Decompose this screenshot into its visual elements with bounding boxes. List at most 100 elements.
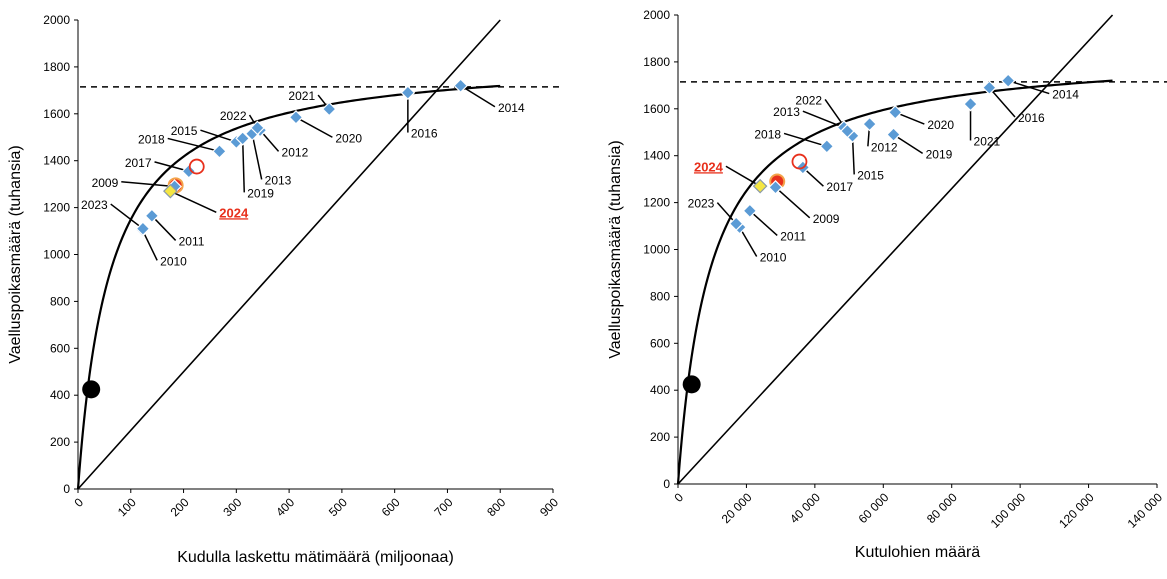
y-tick-label: 2000 bbox=[43, 13, 70, 27]
y-tick-label: 1400 bbox=[43, 154, 70, 168]
x-tick-label: 300 bbox=[220, 495, 244, 519]
point-label: 2011 bbox=[179, 234, 205, 248]
black-point-marker bbox=[82, 380, 101, 399]
y-tick-label: 800 bbox=[650, 289, 670, 303]
point-label: 2012 bbox=[282, 145, 309, 159]
point-label: 2013 bbox=[265, 173, 292, 187]
leader-line bbox=[1007, 79, 1050, 95]
x-tick-label: 0 bbox=[71, 495, 86, 510]
point-label: 2013 bbox=[773, 105, 800, 119]
diamond-point bbox=[321, 101, 337, 117]
point-label: 2019 bbox=[926, 147, 953, 161]
y-tick-label: 1800 bbox=[43, 60, 70, 74]
x-tick-label: 100 000 bbox=[988, 490, 1029, 531]
point-label: 2017 bbox=[125, 156, 152, 170]
leader-line bbox=[988, 87, 1016, 118]
point-label: 2023 bbox=[81, 198, 108, 212]
diamond-point bbox=[819, 138, 835, 154]
leader-line bbox=[170, 190, 217, 213]
x-tick-label: 60 000 bbox=[856, 490, 892, 526]
point-label: 2014 bbox=[498, 101, 525, 115]
leader-line bbox=[151, 215, 177, 241]
diamond-point bbox=[963, 96, 978, 112]
point-label: 2010 bbox=[160, 254, 187, 268]
leader-line bbox=[802, 110, 845, 129]
y-tick-label: 1600 bbox=[43, 107, 70, 121]
point-label: 2019 bbox=[247, 186, 274, 200]
point-label: 2016 bbox=[411, 127, 438, 141]
x-tick-label: 600 bbox=[379, 495, 403, 519]
replacement-line bbox=[77, 19, 501, 490]
leader-line bbox=[893, 133, 924, 154]
x-tick-label: 20 000 bbox=[719, 490, 755, 526]
recruitment-curve bbox=[76, 84, 501, 490]
x-tick-label: 0 bbox=[671, 490, 686, 505]
highlight-point-label: 2024 bbox=[694, 159, 724, 174]
diamond-point bbox=[742, 203, 758, 219]
diamond-point bbox=[181, 163, 197, 179]
diamond-point bbox=[400, 85, 416, 101]
chart-1: 0 200 400 600 800 1000 1200 1400 1600 1800 2000 0 10… bbox=[7, 13, 563, 566]
y-tick-label: 600 bbox=[650, 336, 670, 350]
x-tick-label: 140 000 bbox=[1125, 490, 1166, 531]
leader-line bbox=[241, 138, 245, 193]
point-label: 2017 bbox=[826, 180, 853, 194]
point-label: 2011 bbox=[780, 229, 806, 243]
y-tick-label: 1000 bbox=[643, 243, 670, 257]
leader-line bbox=[110, 203, 144, 230]
highlight-diamond-point bbox=[752, 178, 768, 194]
diamond-point bbox=[288, 109, 304, 125]
diamond-point bbox=[862, 116, 877, 132]
point-label: 2016 bbox=[1018, 111, 1045, 125]
y-tick-label: 0 bbox=[663, 477, 670, 491]
y-tick-label: 0 bbox=[63, 482, 70, 496]
diamond-point bbox=[982, 80, 997, 96]
diamond-point bbox=[212, 143, 227, 159]
y-tick-label: 1600 bbox=[643, 102, 670, 116]
diamond-point bbox=[886, 127, 901, 142]
diamond-point bbox=[144, 208, 160, 224]
x-tick-label: 120 000 bbox=[1056, 490, 1097, 531]
x-tick-label: 100 bbox=[115, 495, 139, 519]
diamond-point bbox=[840, 123, 855, 139]
diamond-point bbox=[235, 131, 251, 146]
y-tick-label: 1200 bbox=[43, 201, 70, 215]
red-ring-marker bbox=[791, 153, 808, 170]
y-tick-label: 1800 bbox=[643, 55, 670, 69]
x-axis-title: Kutulohien määrä bbox=[855, 544, 981, 561]
point-label: 2018 bbox=[754, 127, 781, 141]
diamond-point bbox=[135, 221, 151, 237]
y-tick-label: 200 bbox=[50, 435, 70, 449]
point-label: 2014 bbox=[1052, 88, 1079, 102]
leader-line bbox=[200, 129, 237, 143]
red-ring-marker bbox=[188, 158, 205, 175]
recruitment-curve bbox=[676, 79, 1113, 485]
leader-line bbox=[738, 226, 758, 257]
point-label: 2022 bbox=[795, 93, 822, 107]
leader-line bbox=[295, 116, 333, 138]
point-label: 2021 bbox=[288, 89, 315, 103]
point-label: 2015 bbox=[171, 124, 198, 138]
leader-line bbox=[141, 229, 158, 261]
y-axis-title: Vaelluspoikasmäärä (tuhansia) bbox=[607, 140, 624, 358]
leader-line bbox=[121, 181, 175, 188]
x-tick-label: 40 000 bbox=[787, 490, 823, 526]
leader-line bbox=[725, 165, 761, 187]
diamond-point bbox=[1000, 73, 1016, 89]
x-axis-title: Kudulla laskettu mätimäärä (miljoonaa) bbox=[177, 549, 454, 566]
x-tick-label: 500 bbox=[326, 495, 350, 519]
point-label: 2010 bbox=[760, 251, 787, 265]
highlight-point-label: 2024 bbox=[219, 205, 249, 220]
point-label: 2022 bbox=[220, 109, 247, 123]
point-label: 2021 bbox=[974, 134, 1001, 148]
replacement-line bbox=[677, 14, 1114, 485]
point-label: 2023 bbox=[688, 197, 715, 211]
point-label: 2009 bbox=[92, 176, 119, 190]
y-axis-title: Vaelluspoikasmäärä (tuhansia) bbox=[7, 145, 24, 363]
point-label: 2020 bbox=[335, 131, 362, 145]
y-tick-label: 600 bbox=[50, 341, 70, 355]
y-tick-label: 800 bbox=[50, 294, 70, 308]
diamond-point bbox=[728, 216, 744, 232]
